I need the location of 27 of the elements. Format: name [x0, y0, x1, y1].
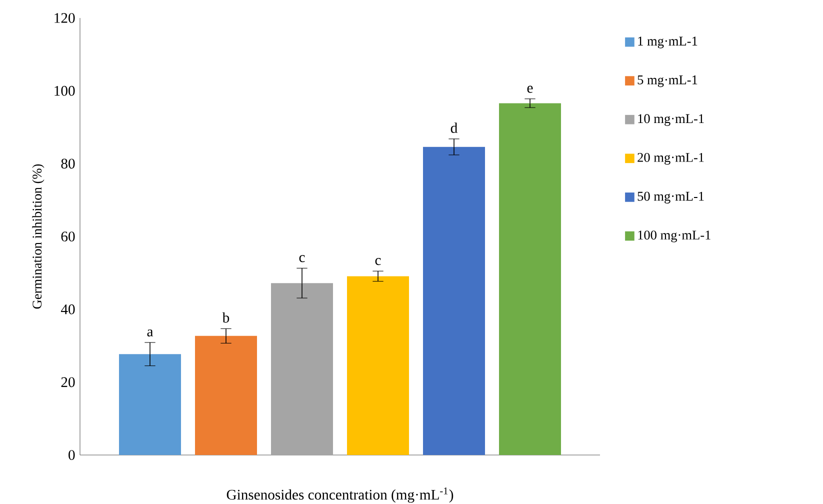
legend-label: 5 mg·mL-1	[638, 75, 698, 88]
legend-label: 1 mg·mL-1	[638, 36, 698, 48]
bar	[347, 276, 410, 455]
y-tick-label: 100	[54, 86, 75, 96]
y-tick-label: 120	[54, 13, 75, 23]
annotation: c	[299, 255, 305, 262]
annotation: a	[147, 329, 154, 336]
y-tick-label: 0	[68, 450, 75, 460]
annotation: b	[222, 312, 230, 323]
annotation: c	[375, 258, 381, 266]
annotation: e	[527, 86, 533, 93]
y-axis-title: Germination inhibition (%)	[32, 164, 44, 309]
y-tick-label: 60	[61, 232, 75, 242]
annotation: d	[450, 122, 458, 133]
bar	[271, 283, 334, 455]
bar	[195, 336, 257, 455]
y-tick-label: 80	[61, 158, 75, 169]
y-tick-label: 40	[60, 304, 75, 314]
legend-label: 20 mg·mL-1	[638, 152, 704, 165]
y-tick-label: 20	[61, 377, 75, 388]
bar	[499, 103, 562, 455]
bar	[423, 146, 486, 455]
legend-label: 100 mg·mL-1	[638, 230, 710, 242]
bar	[119, 354, 181, 455]
legend-label: 50 mg·mL-1	[638, 192, 704, 204]
legend-label: 10 mg·mL-1	[638, 114, 704, 126]
x-axis-title: Ginsenosides concentration (mg·mL$^{-1}$)	[226, 487, 454, 503]
